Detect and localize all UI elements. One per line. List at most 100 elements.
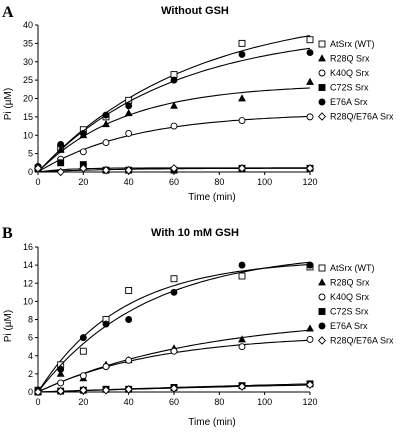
- data-point-e76a-srx: [57, 365, 65, 373]
- data-point-atsrx-wt: [238, 39, 246, 47]
- x-tick-label: 40: [124, 177, 134, 187]
- series-r28q-e76a-srx: [33, 164, 315, 177]
- data-point-e76a-srx: [238, 50, 246, 58]
- legend-marker-r28q-srx: [318, 54, 326, 62]
- legend-label-c72s-srx: C72S Srx: [330, 307, 369, 317]
- fit-line-atsrx-wt: [37, 263, 311, 393]
- x-tick-label: 0: [35, 177, 40, 187]
- y-tick-label: 12: [23, 278, 33, 288]
- y-tick-label: 15: [23, 112, 33, 122]
- panel-b-y-axis-title: Pi (µM): [3, 310, 14, 342]
- data-point-k40q-srx: [170, 122, 178, 130]
- y-tick-label: 30: [23, 57, 33, 67]
- panel-a: A Without GSH Pi (µM) Time (min) 0 5 10 15 2…: [2, 4, 394, 203]
- data-point-r28q-e76a-srx: [79, 164, 88, 173]
- legend-label-k40q-srx: K40Q Srx: [330, 68, 370, 78]
- data-point-c72s-srx: [57, 159, 65, 167]
- series-k40q-srx: [34, 113, 314, 173]
- fit-line-r28q-srx: [37, 87, 311, 173]
- legend: AtSrx (WT) R28Q Srx K40Q Srx C72S Srx E76A S…: [317, 39, 394, 122]
- data-point-atsrx-wt: [170, 275, 178, 283]
- y-tick-label: 6: [28, 333, 33, 343]
- y-tick-label: 16: [23, 242, 33, 252]
- data-point-r28q-e76a-srx: [33, 164, 43, 173]
- y-tick-label: 2: [28, 369, 33, 379]
- data-point-r28q-e76a-srx: [237, 164, 247, 173]
- data-point-k40q-srx: [306, 335, 314, 343]
- data-point-atsrx-wt: [238, 272, 246, 280]
- data-point-r28q-srx: [56, 369, 65, 377]
- legend-marker-atsrx-wt: [318, 40, 326, 48]
- data-point-k40q-srx: [238, 343, 246, 351]
- fit-line-r28q-srx: [37, 329, 311, 393]
- y-tick-label: 10: [23, 130, 33, 140]
- x-tick-label: 40: [124, 397, 134, 407]
- data-point-e76a-srx: [238, 261, 246, 269]
- data-point-r28q-e76a-srx: [79, 385, 88, 395]
- data-point-r28q-e76a-srx: [169, 384, 179, 393]
- data-point-e76a-srx: [170, 288, 178, 296]
- x-tick-label: 60: [169, 397, 179, 407]
- data-point-k40q-srx: [79, 148, 87, 156]
- x-tick-label: 20: [78, 177, 88, 187]
- data-point-r28q-e76a-srx: [124, 385, 133, 394]
- y-tick-label: 5: [28, 149, 33, 159]
- data-point-r28q-srx: [170, 101, 178, 109]
- panel-a-title: Without GSH: [161, 5, 229, 17]
- data-point-k40q-srx: [170, 347, 178, 355]
- data-point-e76a-srx: [102, 111, 110, 119]
- data-point-r28q-e76a-srx: [56, 167, 65, 177]
- legend-marker-k40q-srx: [318, 69, 326, 77]
- data-point-atsrx-wt: [79, 347, 87, 355]
- data-point-r28q-e76a-srx: [101, 385, 111, 395]
- data-point-k40q-srx: [79, 372, 87, 380]
- y-tick-label: 0: [28, 387, 33, 397]
- data-point-r28q-srx: [102, 120, 110, 128]
- data-point-r28q-e76a-srx: [56, 386, 65, 396]
- data-point-k40q-srx: [125, 356, 133, 364]
- legend-marker-e76a-srx: [318, 98, 326, 106]
- x-tick-label: 80: [214, 177, 224, 187]
- data-point-r28q-srx: [124, 108, 133, 117]
- x-tick-label: 60: [169, 177, 179, 187]
- data-point-e76a-srx: [306, 49, 314, 57]
- data-point-r28q-e76a-srx: [237, 382, 247, 391]
- y-tick-label: 40: [23, 20, 33, 30]
- data-point-r28q-srx: [306, 324, 314, 332]
- panel-b-label: B: [2, 225, 13, 242]
- legend-label-e76a-srx: E76A Srx: [330, 321, 368, 331]
- data-point-r28q-e76a-srx: [169, 164, 179, 173]
- series-r28q-e76a-srx: [33, 380, 315, 397]
- data-point-atsrx-wt: [306, 36, 314, 44]
- y-tick-label: 35: [23, 38, 33, 48]
- panel-b-x-axis-title: Time (min): [188, 417, 235, 428]
- legend-marker-c72s-srx: [318, 308, 326, 315]
- x-tick-label: 100: [257, 177, 272, 187]
- data-point-k40q-srx: [57, 379, 65, 387]
- data-point-e76a-srx: [306, 261, 314, 269]
- legend-marker-r28q-srx: [318, 278, 326, 286]
- data-point-r28q-srx: [306, 77, 314, 85]
- legend-label-k40q-srx: K40Q Srx: [330, 292, 370, 302]
- data-point-r28q-e76a-srx: [124, 165, 133, 175]
- data-point-r28q-e76a-srx: [305, 164, 315, 173]
- panel-a-x-axis-title: Time (min): [188, 192, 235, 203]
- fit-line-e76a-srx: [37, 47, 311, 173]
- legend-label-c72s-srx: C72S Srx: [330, 83, 369, 93]
- x-tick-label: 80: [214, 397, 224, 407]
- x-tick-label: 100: [257, 397, 272, 407]
- legend-label-atsrx-wt: AtSrx (WT): [330, 263, 375, 273]
- data-point-atsrx-wt: [125, 287, 133, 294]
- data-point-r28q-srx: [238, 94, 246, 102]
- data-point-r28q-e76a-srx: [101, 165, 111, 175]
- data-point-k40q-srx: [102, 363, 110, 371]
- data-point-r28q-e76a-srx: [33, 387, 43, 397]
- legend-label-r28q-srx: R28Q Srx: [330, 278, 370, 288]
- data-point-k40q-srx: [125, 129, 133, 137]
- series-atsrx-wt: [34, 263, 314, 394]
- y-tick-label: 10: [23, 296, 33, 306]
- y-tick-label: 8: [28, 315, 33, 325]
- legend-label-r28q-e76a-srx: R28Q/E76A Srx: [330, 112, 394, 122]
- data-point-e76a-srx: [125, 102, 133, 110]
